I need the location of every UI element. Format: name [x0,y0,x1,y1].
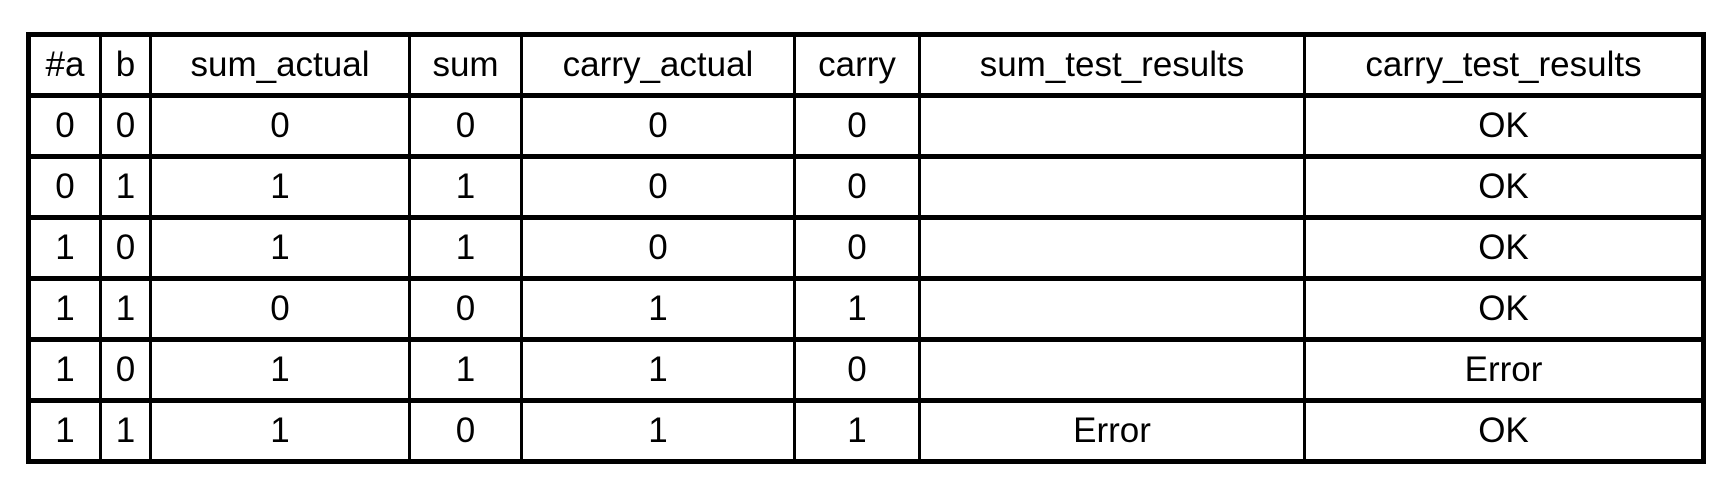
table-cell: 1 [520,276,796,342]
table-cell: Error [918,398,1306,464]
table-cell: 0 [408,276,523,342]
table-cell: OK [1303,154,1705,220]
table-cell [918,215,1306,281]
table-cell: 1 [793,398,921,464]
table-cell: Error [1303,337,1705,403]
table-cell: 0 [520,154,796,220]
table-row: 1 0 1 1 0 0 OK [27,215,1705,281]
table-cell: 0 [520,215,796,281]
column-header: sum_actual [149,32,411,98]
table-cell: 1 [27,337,102,403]
column-header: sum [408,32,523,98]
column-header: carry_test_results [1303,32,1705,98]
table-cell: 0 [149,93,411,159]
table-cell: 0 [99,93,152,159]
table-cell [918,276,1306,342]
table-cell: 1 [793,276,921,342]
table-cell: 1 [408,215,523,281]
table-cell: 0 [408,93,523,159]
table-row: 0 0 0 0 0 0 OK [27,93,1705,159]
table-cell: 0 [520,93,796,159]
table-cell: 0 [793,215,921,281]
table-cell: 1 [149,215,411,281]
test-results-table: #a b sum_actual sum carry_actual carry sum_tes… [26,32,1706,464]
table-cell: 1 [520,398,796,464]
table-row: 1 1 0 0 1 1 OK [27,276,1705,342]
column-header: carry [793,32,921,98]
column-header: #a [27,32,102,98]
table-cell: OK [1303,398,1705,464]
table-cell: 0 [793,337,921,403]
table-cell: 0 [99,337,152,403]
table-cell: 0 [27,154,102,220]
header-row: #a b sum_actual sum carry_actual carry sum_tes… [27,32,1705,98]
table-cell: 1 [149,337,411,403]
table-cell: 1 [408,154,523,220]
table-cell: 1 [27,215,102,281]
table-row: 0 1 1 1 0 0 OK [27,154,1705,220]
table-cell: 0 [793,154,921,220]
table-cell: 1 [149,398,411,464]
table-cell [918,154,1306,220]
table-cell: 1 [408,337,523,403]
table-cell: 1 [149,154,411,220]
table-cell: 0 [408,398,523,464]
column-header: sum_test_results [918,32,1306,98]
table-cell [918,93,1306,159]
column-header: b [99,32,152,98]
table-cell [918,337,1306,403]
table-row: 1 1 1 0 1 1 Error OK [27,398,1705,464]
table-cell: 1 [520,337,796,403]
table-cell: 0 [99,215,152,281]
table-cell: OK [1303,215,1705,281]
table-cell: 0 [27,93,102,159]
table-cell: 1 [99,276,152,342]
table-cell: 1 [27,398,102,464]
table-cell: 1 [27,276,102,342]
table-cell: OK [1303,93,1705,159]
table-row: 1 0 1 1 1 0 Error [27,337,1705,403]
table-cell: 1 [99,398,152,464]
table-cell: 0 [793,93,921,159]
column-header: carry_actual [520,32,796,98]
table-cell: 1 [99,154,152,220]
table-cell: 0 [149,276,411,342]
table-cell: OK [1303,276,1705,342]
